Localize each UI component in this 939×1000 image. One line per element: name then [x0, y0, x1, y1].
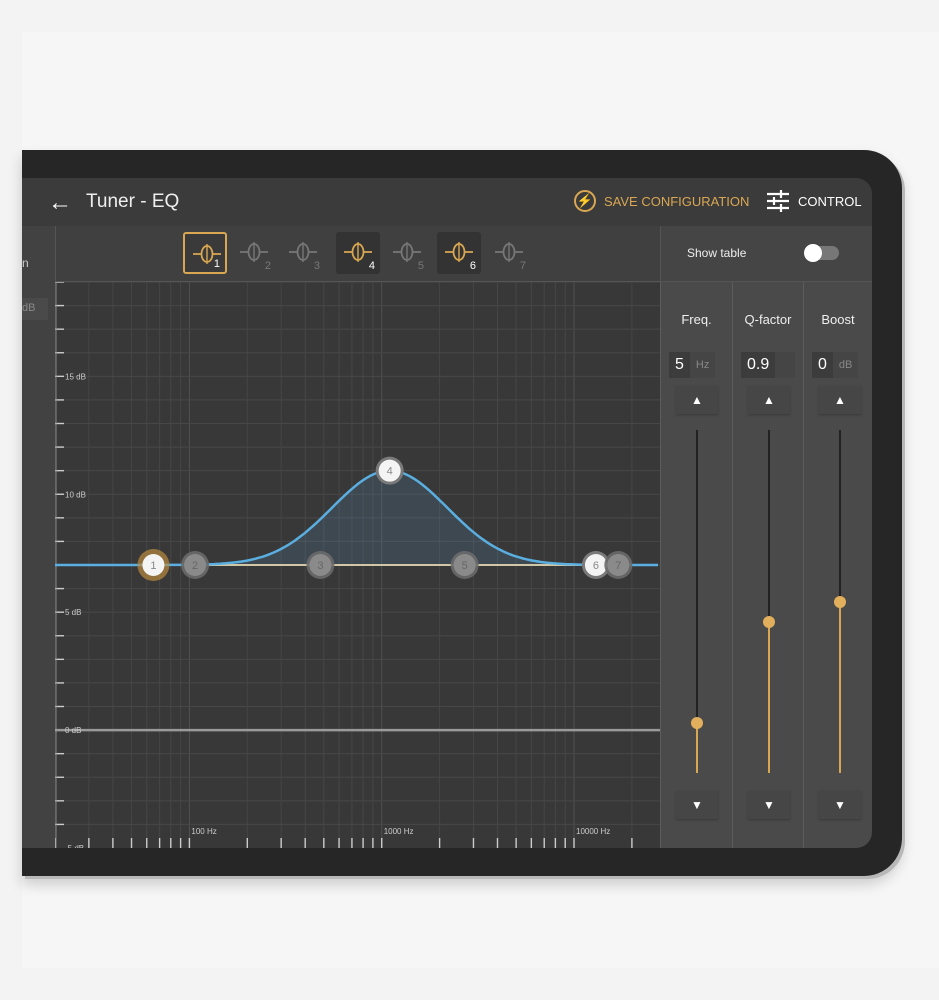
slider-fill	[768, 622, 770, 773]
control-column-boost: Boost 0 dB ▲ ▼	[803, 282, 872, 848]
show-table-label: Show table	[687, 246, 747, 260]
band-button-1[interactable]: 1	[183, 232, 227, 274]
node-number: 2	[192, 560, 198, 572]
band-button-6[interactable]: 6	[437, 232, 481, 274]
control-label: Freq.	[681, 312, 712, 327]
decrement-button[interactable]: ▼	[748, 791, 790, 819]
app-header: ← Tuner - EQ ⚡ SAVE CONFIGURATION CONTRO…	[22, 178, 872, 226]
slider-handle[interactable]	[763, 616, 775, 629]
band-number: 3	[313, 260, 320, 272]
value-field[interactable]: 0.9	[741, 352, 795, 378]
decrement-button[interactable]: ▼	[819, 791, 861, 819]
band-button-3[interactable]: 3	[281, 232, 325, 274]
band-number: 6	[469, 260, 476, 272]
band-number: 7	[519, 260, 526, 272]
value-field[interactable]: 0 dB	[812, 352, 859, 378]
band-number: 4	[368, 260, 375, 272]
slider-fill	[696, 723, 698, 773]
y-tick-label: 0 dB	[65, 726, 81, 735]
left-panel: n dB	[22, 226, 55, 848]
node-number: 5	[462, 560, 468, 572]
slider-handle[interactable]	[834, 595, 846, 608]
node-number: 4	[387, 466, 393, 478]
y-tick-label: -5 dB	[65, 844, 84, 848]
increment-button[interactable]: ▲	[819, 386, 861, 414]
band-number: 5	[417, 260, 424, 272]
slider-handle[interactable]	[691, 717, 703, 730]
decrement-button[interactable]: ▼	[676, 791, 718, 819]
control-button[interactable]: CONTROL	[766, 190, 862, 212]
node-number: 3	[317, 560, 323, 572]
band-button-2[interactable]: 2	[232, 232, 276, 274]
y-tick-label: 10 dB	[65, 490, 86, 499]
eq-node-3[interactable]: 3	[306, 551, 335, 579]
app-screen: ← Tuner - EQ ⚡ SAVE CONFIGURATION CONTRO…	[22, 178, 872, 848]
band-number: 2	[264, 260, 271, 272]
left-panel-unit: dB	[22, 298, 48, 320]
slider-fill	[839, 601, 841, 773]
arrow-left-icon[interactable]: ←	[48, 189, 72, 216]
value-text: 0.9	[741, 352, 776, 378]
filter-node-icon	[344, 242, 372, 262]
eq-node-1[interactable]: 1	[137, 549, 170, 581]
show-table-toggle[interactable]	[804, 244, 839, 262]
filter-node-icon	[393, 242, 421, 262]
increment-button[interactable]: ▲	[676, 386, 718, 414]
x-tick-label: 100 Hz	[191, 827, 216, 836]
node-number: 6	[593, 560, 599, 572]
eq-node-2[interactable]: 2	[181, 551, 210, 579]
filter-node-icon	[240, 242, 268, 262]
control-label: Boost	[821, 312, 855, 327]
triangle-up-icon: ▲	[691, 393, 703, 407]
slider-track[interactable]	[768, 430, 770, 773]
triangle-down-icon: ▼	[763, 798, 775, 812]
y-tick-label: 15 dB	[65, 372, 86, 381]
control-label: CONTROL	[798, 193, 862, 209]
eq-node-4[interactable]: 4	[375, 456, 404, 485]
unit-text: Hz	[695, 359, 710, 371]
value-text: 0	[812, 352, 833, 378]
filter-node-icon	[289, 242, 317, 262]
page-title: Tuner - EQ	[86, 191, 180, 212]
node-number: 7	[615, 560, 621, 572]
band-button-4[interactable]: 4	[336, 232, 380, 274]
triangle-up-icon: ▲	[763, 393, 775, 407]
eq-node-7[interactable]: 7	[604, 551, 633, 579]
band-number: 1	[213, 258, 220, 270]
node-number: 1	[150, 560, 156, 572]
triangle-down-icon: ▼	[834, 798, 846, 812]
x-tick-label: 1000 Hz	[384, 827, 414, 836]
bolt-refresh-icon: ⚡	[574, 190, 596, 212]
value-field[interactable]: 5 Hz	[669, 352, 716, 378]
control-column-q-factor: Q-factor 0.9 ▲ ▼	[732, 282, 803, 848]
filter-node-icon	[445, 242, 473, 262]
curve-fill	[55, 470, 660, 565]
eq-chart[interactable]: 15 dB 10 dB 5 dB 0 dB -5 dB 100 Hz 1000 Hz 1000…	[55, 282, 660, 848]
filter-node-icon	[495, 242, 523, 262]
band-button-7[interactable]: 7	[487, 232, 531, 274]
slider-track[interactable]	[696, 430, 698, 773]
sliders-icon	[767, 190, 789, 212]
control-column-freq: Freq. 5 Hz ▲ ▼	[660, 282, 732, 848]
band-button-5[interactable]: 5	[385, 232, 429, 274]
x-tick-label: 10000 Hz	[576, 827, 610, 836]
eq-node-6[interactable]: 6	[581, 551, 610, 579]
unit-text: dB	[838, 359, 853, 371]
save-label: SAVE CONFIGURATION	[604, 193, 750, 209]
left-panel-label: n	[22, 256, 29, 270]
save-configuration-button[interactable]: ⚡ SAVE CONFIGURATION	[574, 190, 749, 212]
control-label: Q-factor	[744, 312, 792, 327]
band-selector: 1 2 3 4 5 6 7	[55, 226, 660, 282]
y-tick-label: 5 dB	[65, 608, 81, 617]
triangle-down-icon: ▼	[691, 798, 703, 812]
filter-node-icon	[193, 244, 221, 264]
increment-button[interactable]: ▲	[748, 386, 790, 414]
eq-node-5[interactable]: 5	[450, 551, 479, 579]
show-table-row: Show table	[660, 226, 872, 282]
triangle-up-icon: ▲	[834, 393, 846, 407]
value-text: 5	[669, 352, 690, 378]
